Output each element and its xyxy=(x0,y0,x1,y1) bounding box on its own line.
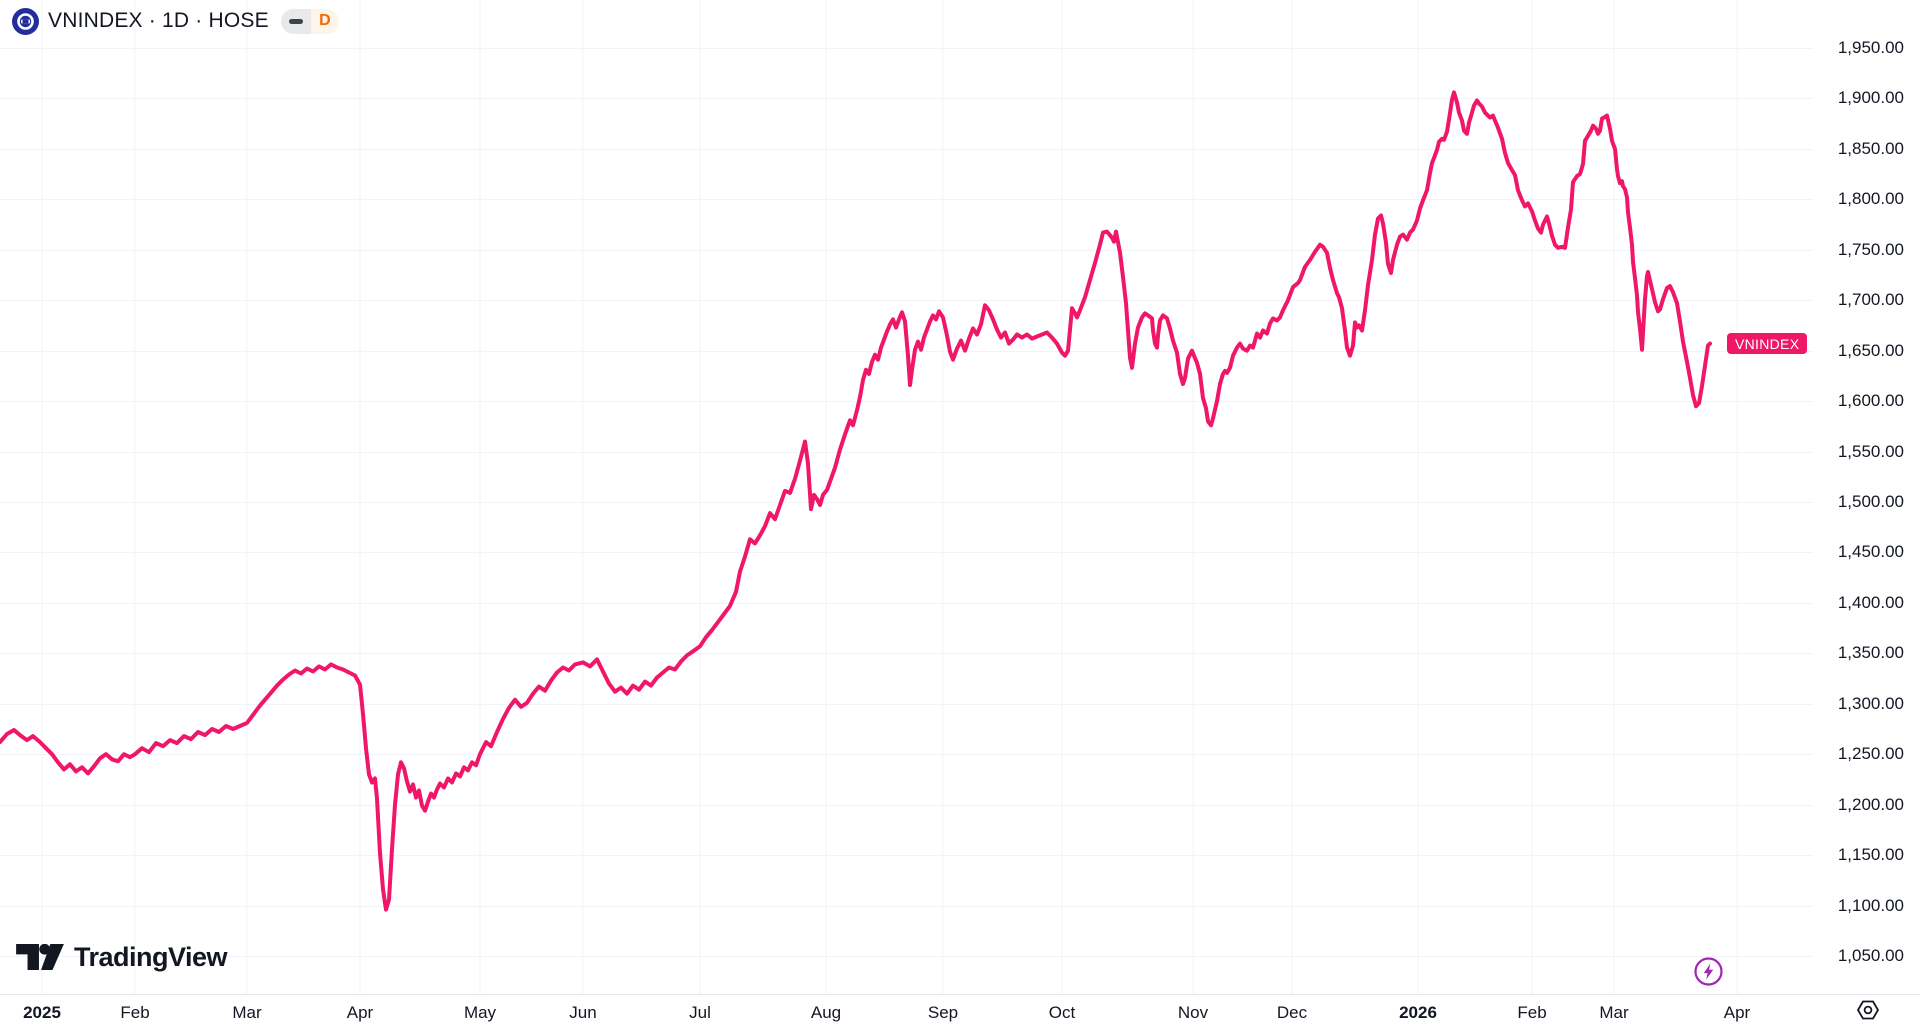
time-axis-label: Apr xyxy=(1723,1003,1751,1022)
time-axis-label: Mar xyxy=(1599,1003,1629,1022)
price-axis-label: 1,050.00 xyxy=(1837,946,1904,965)
price-axis-label: 1,950.00 xyxy=(1837,38,1904,57)
chart-legend: VNINDEX · 1D · HOSE D xyxy=(12,7,339,35)
chart-canvas[interactable] xyxy=(0,0,1813,994)
time-axis-label: Sep xyxy=(927,1003,959,1022)
vertical-gridlines xyxy=(41,0,1738,994)
lightning-icon xyxy=(1694,957,1723,986)
hose-exchange-logo-icon xyxy=(12,7,39,35)
tradingview-logo[interactable]: TradingView xyxy=(16,942,228,973)
time-axis-label: Jul xyxy=(689,1003,711,1022)
price-axis-label: 1,100.00 xyxy=(1837,895,1904,915)
collapse-toggle-segment[interactable] xyxy=(280,8,311,34)
time-axis-label: Feb xyxy=(1517,1003,1547,1022)
price-axis-label: 1,750.00 xyxy=(1837,239,1904,259)
instant-trading-lightning-button[interactable] xyxy=(1694,957,1723,986)
price-axis-label: 1,650.00 xyxy=(1837,340,1904,360)
price-axis-label: 1,800.00 xyxy=(1837,189,1904,209)
time-axis-label: Jun xyxy=(569,1003,597,1022)
price-axis-label: 1,350.00 xyxy=(1837,643,1904,663)
price-axis-label: 1,250.00 xyxy=(1837,744,1904,764)
price-axis-label: 1,200.00 xyxy=(1837,794,1904,814)
price-axis-label: 1,700.00 xyxy=(1837,290,1904,310)
price-axis-label: 1,400.00 xyxy=(1837,592,1904,612)
series-price-badge: VNINDEX xyxy=(1727,333,1808,354)
interval-toggle-button[interactable]: D xyxy=(280,8,339,34)
time-axis[interactable]: 2025 Feb Mar Apr May Jun Jul Aug Sep Oct Nov Dec 202… xyxy=(0,994,1920,1031)
tradingview-logo-icon xyxy=(16,944,64,970)
price-axis-label: 1,500.00 xyxy=(1837,492,1904,511)
time-axis-label: Oct xyxy=(1048,1003,1076,1022)
time-axis-label: Feb xyxy=(120,1003,150,1022)
time-axis-label: May xyxy=(463,1003,497,1022)
interval-d-button[interactable]: D xyxy=(310,8,339,34)
price-axis[interactable]: 1,950.00 1,900.00 1,850.00 1,800.00 1,750.00… xyxy=(1813,0,1920,994)
time-axis-label: Nov xyxy=(1177,1003,1209,1022)
price-axis-label: 1,850.00 xyxy=(1837,138,1904,158)
minus-dash-icon xyxy=(288,18,303,24)
price-axis-label: 1,550.00 xyxy=(1837,441,1904,461)
tradingview-logo-text: TradingView xyxy=(74,942,228,972)
price-axis-label: 1,300.00 xyxy=(1837,693,1904,713)
time-axis-label: Aug xyxy=(810,1003,842,1022)
time-axis-label: Apr xyxy=(346,1003,374,1022)
time-axis-label: Dec xyxy=(1276,1003,1308,1022)
time-axis-label: Mar xyxy=(232,1003,262,1022)
horizontal-gridlines xyxy=(0,48,1813,957)
price-axis-label: 1,600.00 xyxy=(1837,391,1904,411)
symbol-title[interactable]: VNINDEX · 1D · HOSE xyxy=(48,9,269,32)
price-axis-label: 1,450.00 xyxy=(1837,542,1904,562)
time-axis-settings-button[interactable] xyxy=(1856,999,1880,1021)
time-axis-label: 2026 xyxy=(1399,1003,1437,1022)
price-line-series xyxy=(0,90,1712,912)
time-axis-label: 2025 xyxy=(23,1003,61,1022)
gear-icon xyxy=(1856,1000,1880,1020)
price-axis-label: 1,150.00 xyxy=(1837,845,1904,865)
price-axis-label: 1,900.00 xyxy=(1837,88,1904,108)
